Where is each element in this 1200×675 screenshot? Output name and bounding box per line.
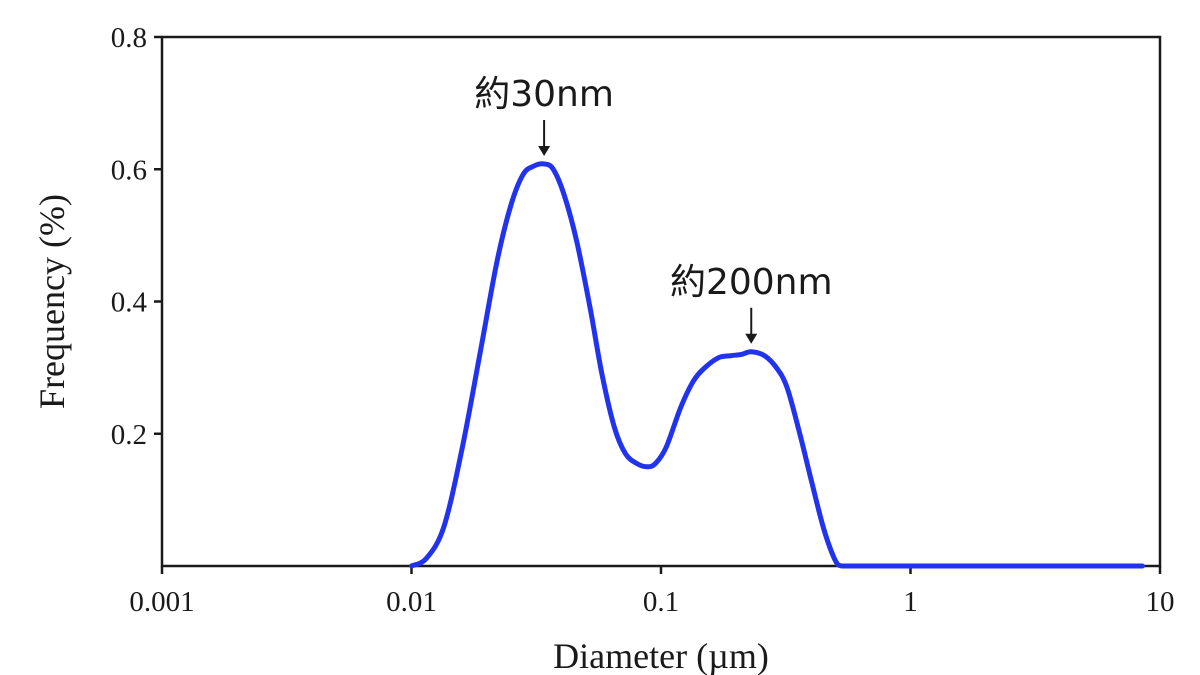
annotations: 約30nm 約200nm [474,74,833,344]
peak-annotation-label: 約30nm [474,74,614,115]
x-tick-label: 0.001 [129,586,194,618]
axes [160,35,1162,568]
x-tick-label: 10 [1146,586,1175,618]
y-tick-label: 0.8 [111,22,147,54]
x-tick-label: 0.1 [643,586,679,618]
peak-annotation-arrowhead [538,145,551,156]
plot-frame [160,35,1162,568]
y-tick-label: 0.4 [111,287,148,319]
series-layer [409,161,1145,569]
peak-annotation-label: 約200nm [670,262,833,303]
series-line [409,161,1145,569]
ticks: 0.001 0.01 0.1 1 10 0.2 0.4 0.6 0.8 [111,22,1175,618]
x-axis-title: Diameter (µm) [553,636,769,675]
y-tick-label: 0.6 [111,154,147,186]
x-tick-label: 1 [903,586,918,618]
y-axis-title: Frequency (%) [32,194,72,409]
peak-annotation-arrowhead [745,333,758,344]
x-tick-label: 0.01 [386,586,437,618]
y-tick-label: 0.2 [111,419,147,451]
